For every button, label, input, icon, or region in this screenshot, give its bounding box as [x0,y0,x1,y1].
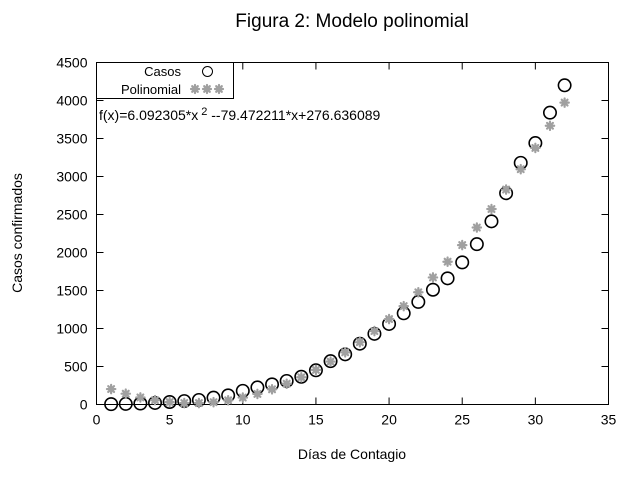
legend-marker-casos [181,66,233,78]
fit-equation: f(x)=6.092305*x 2 --79.472211*x+276.63608… [99,106,380,123]
y-axis-label: Casos confirmados [9,173,25,293]
svg-text:15: 15 [308,412,324,428]
series-polinomial [105,97,570,409]
legend-entry-casos: Casos [97,63,233,80]
svg-text:4500: 4500 [56,55,87,71]
svg-text:2000: 2000 [56,245,87,261]
svg-text:500: 500 [64,359,88,375]
legend-label-polinomial: Polinomial [121,81,181,97]
svg-text:0: 0 [80,397,88,413]
asterisk-marker-icon [189,84,225,95]
svg-text:25: 25 [454,412,470,428]
series-casos [104,78,572,412]
plot-border [96,62,609,405]
svg-text:2500: 2500 [56,207,87,223]
x-axis-ticks: 0 5 10 15 20 25 30 35 [93,62,617,428]
chart-title: Figura 2: Modelo polinomial [235,11,469,32]
svg-text:30: 30 [528,412,544,428]
equation-exponent: 2 [201,106,208,118]
legend-entry-polinomial: Polinomial [97,81,233,98]
circle-marker-icon [201,66,213,78]
legend-marker-polinomial [181,83,233,95]
equation-prefix: f(x)=6.092305*x [99,107,199,123]
y-axis-ticks: 0 500 1000 1500 2000 2500 3000 3500 4000 4500 [56,55,609,413]
svg-text:0: 0 [93,412,101,428]
svg-text:20: 20 [381,412,397,428]
x-axis-label: Días de Contagio [297,446,407,462]
svg-text:10: 10 [235,412,251,428]
svg-text:3000: 3000 [56,169,87,185]
svg-text:1000: 1000 [56,321,87,337]
svg-text:35: 35 [601,412,617,428]
equation-suffix: --79.472211*x+276.636089 [211,107,381,123]
svg-text:1500: 1500 [56,283,87,299]
svg-text:3500: 3500 [56,131,87,147]
legend: Casos Polinomial [96,62,234,99]
legend-label-casos: Casos [144,64,181,80]
svg-text:4000: 4000 [56,93,87,109]
svg-text:5: 5 [166,412,174,428]
